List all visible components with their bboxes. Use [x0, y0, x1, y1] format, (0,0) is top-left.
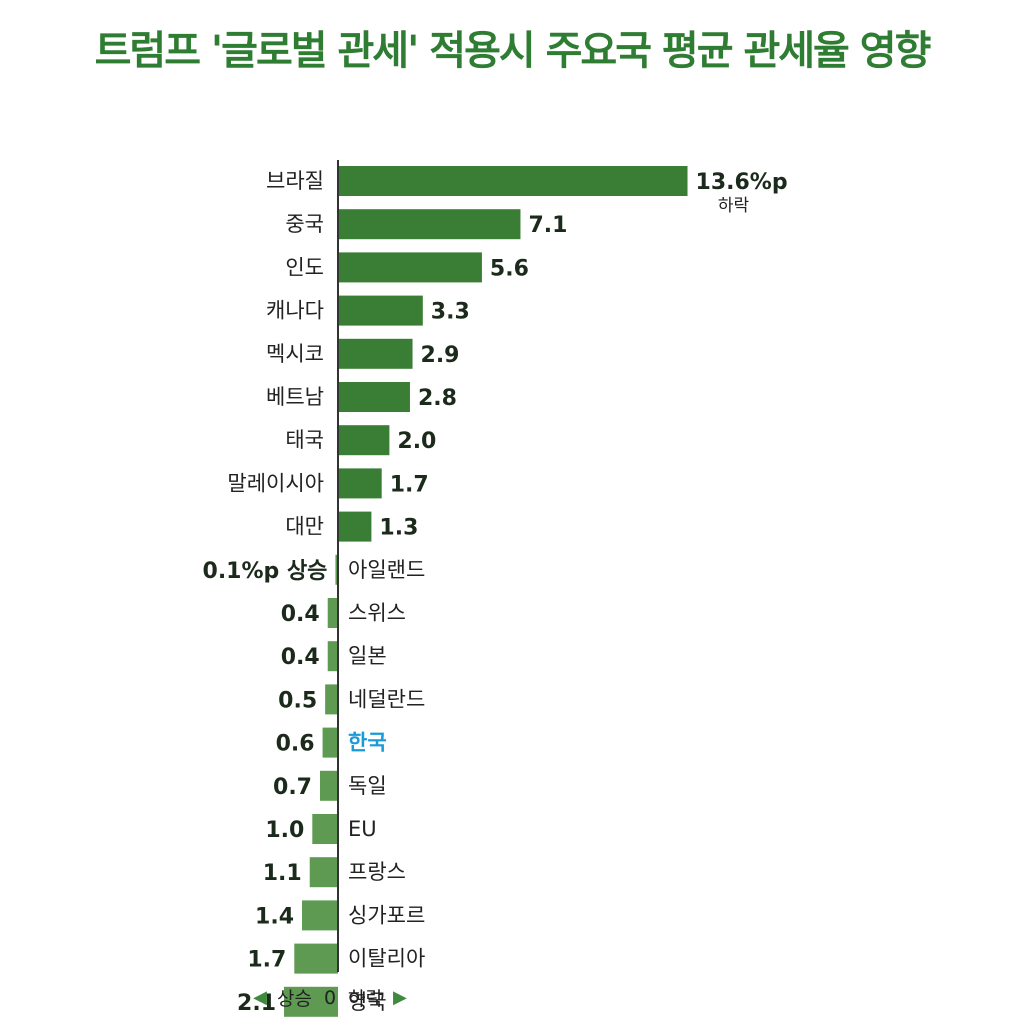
left-arrow-icon: ◀ — [253, 987, 267, 1008]
category-label: 싱가포르 — [348, 903, 425, 927]
bar-9 — [338, 511, 372, 542]
bar-16 — [312, 814, 338, 844]
legend-zero-label: 0 — [323, 986, 337, 1009]
value-label: 5.6 — [490, 256, 529, 281]
category-label: 한국 — [348, 731, 387, 755]
bar-10 — [335, 554, 338, 585]
category-label: 베트남 — [266, 385, 324, 409]
bar-20 — [284, 986, 338, 1017]
category-label: 태국 — [285, 428, 324, 452]
value-label: 2.8 — [418, 386, 457, 411]
category-label: 프랑스 — [348, 860, 406, 884]
category-label: 인도 — [285, 255, 324, 279]
bars-group — [284, 166, 688, 1017]
bar-11 — [327, 598, 338, 628]
bar-8 — [338, 468, 382, 499]
bar-5 — [338, 338, 413, 369]
value-label: 3.3 — [431, 300, 470, 325]
direction-legend: ◀ 상승 0 하락 ▶ — [0, 984, 660, 1011]
value-label: 1.7 — [247, 948, 286, 973]
value-label: 1.7 — [390, 472, 429, 497]
bar-17 — [309, 857, 338, 888]
bar-3 — [338, 252, 482, 283]
value-label: 7.1 — [528, 213, 567, 238]
value-label: 0.1%p 상승 — [203, 559, 328, 584]
decline-note-label: 하락 — [718, 196, 750, 216]
category-label: 영국 — [348, 990, 387, 1014]
value-label: 2.1 — [237, 991, 276, 1016]
value-label: 0.5 — [278, 688, 317, 713]
category-label: 스위스 — [348, 601, 406, 625]
bar-14 — [322, 727, 338, 758]
value-label: 0.6 — [276, 732, 315, 757]
bar-15 — [320, 770, 338, 801]
bar-13 — [325, 684, 338, 715]
bar-18 — [302, 900, 338, 931]
category-label: 대만 — [285, 515, 324, 539]
bar-6 — [338, 382, 410, 412]
category-label: 네덜란드 — [348, 687, 425, 711]
category-label: 캐나다 — [266, 299, 324, 323]
value-label: 1.1 — [263, 861, 302, 886]
bar-19 — [294, 943, 338, 974]
value-label: 13.6%p — [696, 170, 788, 195]
bar-1 — [338, 166, 688, 196]
category-label: 이탈리아 — [348, 947, 425, 971]
value-label: 1.0 — [265, 818, 304, 843]
bar-7 — [338, 425, 390, 456]
bar-4 — [338, 295, 423, 326]
chart-title: 트럼프 '글로벌 관세' 적용시 주요국 평균 관세율 영향 — [94, 28, 932, 74]
category-label: 멕시코 — [266, 342, 324, 366]
category-label: 일본 — [348, 644, 387, 668]
legend-down-label: 하락 — [348, 988, 384, 1010]
right-arrow-icon: ▶ — [393, 987, 407, 1008]
value-label: 1.3 — [379, 516, 418, 541]
value-label: 0.7 — [273, 775, 312, 800]
value-label: 2.0 — [397, 429, 436, 454]
category-label: 브라질 — [266, 169, 324, 193]
legend-up-label: 상승 — [276, 988, 312, 1010]
category-label: EU — [348, 817, 377, 841]
value-label: 2.9 — [421, 343, 460, 368]
category-label: 말레이시아 — [227, 471, 324, 495]
value-label: 1.4 — [255, 904, 294, 929]
value-label: 0.4 — [281, 602, 320, 627]
category-label: 독일 — [348, 774, 387, 798]
category-label: 아일랜드 — [348, 558, 425, 582]
category-label: 중국 — [285, 212, 324, 236]
value-label: 0.4 — [281, 645, 320, 670]
bar-12 — [327, 641, 338, 672]
bar-2 — [338, 209, 521, 240]
